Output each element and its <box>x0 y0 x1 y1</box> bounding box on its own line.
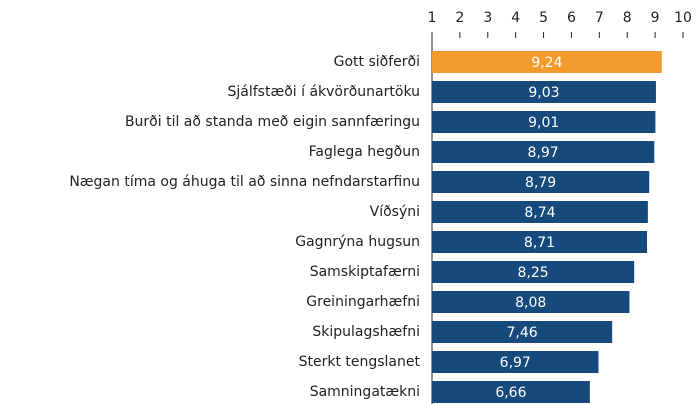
bar <box>432 291 630 313</box>
data-label: 8,97 <box>528 145 559 161</box>
bar <box>432 171 650 193</box>
bar <box>432 111 656 133</box>
x-tick-label: 6 <box>567 10 576 26</box>
y-tick-label: Gott siðferði <box>334 54 420 70</box>
y-tick-label: Skipulagshæfni <box>312 324 420 340</box>
y-tick-label: Víðsýni <box>370 204 420 220</box>
data-label: 9,01 <box>528 115 559 131</box>
data-label: 8,08 <box>515 295 546 311</box>
bar <box>432 51 662 73</box>
bar <box>432 321 613 343</box>
bar <box>432 351 599 373</box>
y-tick-label: Nægan tíma og áhuga til að sinna nefndar… <box>69 174 420 190</box>
x-tick-label: 1 <box>428 10 437 26</box>
bar <box>432 81 656 103</box>
x-tick-label: 10 <box>674 10 692 26</box>
x-tick-label: 7 <box>595 10 604 26</box>
y-tick-label: Sterkt tengslanet <box>299 354 421 370</box>
x-tick-label: 4 <box>511 10 520 26</box>
bar <box>432 231 648 253</box>
y-tick-label: Samningatækni <box>310 384 420 400</box>
y-tick-label: Gagnrýna hugsun <box>295 234 420 250</box>
data-label: 6,97 <box>500 355 531 371</box>
data-label: 8,71 <box>524 235 555 251</box>
bar <box>432 141 655 163</box>
x-tick-label: 8 <box>623 10 632 26</box>
data-label: 8,74 <box>524 205 555 221</box>
x-tick-label: 3 <box>483 10 492 26</box>
bar <box>432 261 635 283</box>
data-label: 7,46 <box>506 325 537 341</box>
data-label: 9,03 <box>528 85 559 101</box>
x-tick-label: 9 <box>651 10 660 26</box>
bar <box>432 201 648 223</box>
y-tick-label: Sjálfstæði í ákvörðunartöku <box>228 84 421 100</box>
y-tick-label: Greiningarhæfni <box>306 294 420 310</box>
x-tick-label: 5 <box>539 10 548 26</box>
data-label: 8,25 <box>518 265 549 281</box>
bar <box>432 381 590 403</box>
y-tick-label: Burði til að standa með eigin sannfæring… <box>125 114 420 130</box>
x-tick-label: 2 <box>455 10 464 26</box>
data-label: 6,66 <box>495 385 526 401</box>
y-tick-label: Faglega hegðun <box>309 144 420 160</box>
data-label: 9,24 <box>531 55 562 71</box>
y-tick-label: Samskiptafærni <box>310 264 420 280</box>
data-label: 8,79 <box>525 175 556 191</box>
